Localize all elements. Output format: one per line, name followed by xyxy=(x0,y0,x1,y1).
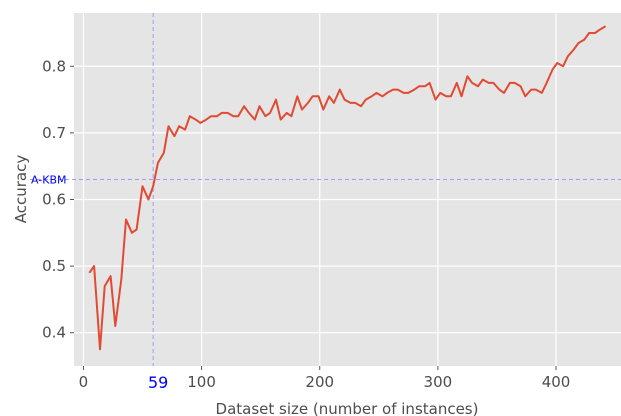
y-axis-title: Accuracy xyxy=(12,155,30,224)
grid-lines xyxy=(74,13,621,366)
axis-ticks: 0 100 200 300 400 0.4 0.5 0.6 0.7 0.8 xyxy=(42,57,570,391)
x-tick-label: 300 xyxy=(424,373,453,391)
vertical-reference-label: 59 xyxy=(148,373,168,392)
x-tick-label: 200 xyxy=(305,373,334,391)
reference-lines: 59 A-KBM xyxy=(30,13,621,392)
x-tick-label: 400 xyxy=(542,373,571,391)
y-tick-label: 0.6 xyxy=(42,190,66,208)
x-axis-title: Dataset size (number of instances) xyxy=(216,400,479,416)
data-series xyxy=(88,25,607,351)
y-tick-label: 0.8 xyxy=(42,57,66,75)
y-tick-label: 0.4 xyxy=(42,324,66,342)
accuracy-series-line xyxy=(88,25,607,351)
y-tick-label: 0.5 xyxy=(42,257,66,275)
x-tick-label: 100 xyxy=(187,373,216,391)
plot-background xyxy=(74,13,621,366)
y-tick-label: 0.7 xyxy=(42,124,66,142)
horizontal-reference-label: A-KBM xyxy=(31,174,67,187)
x-tick-label: 0 xyxy=(79,373,89,391)
